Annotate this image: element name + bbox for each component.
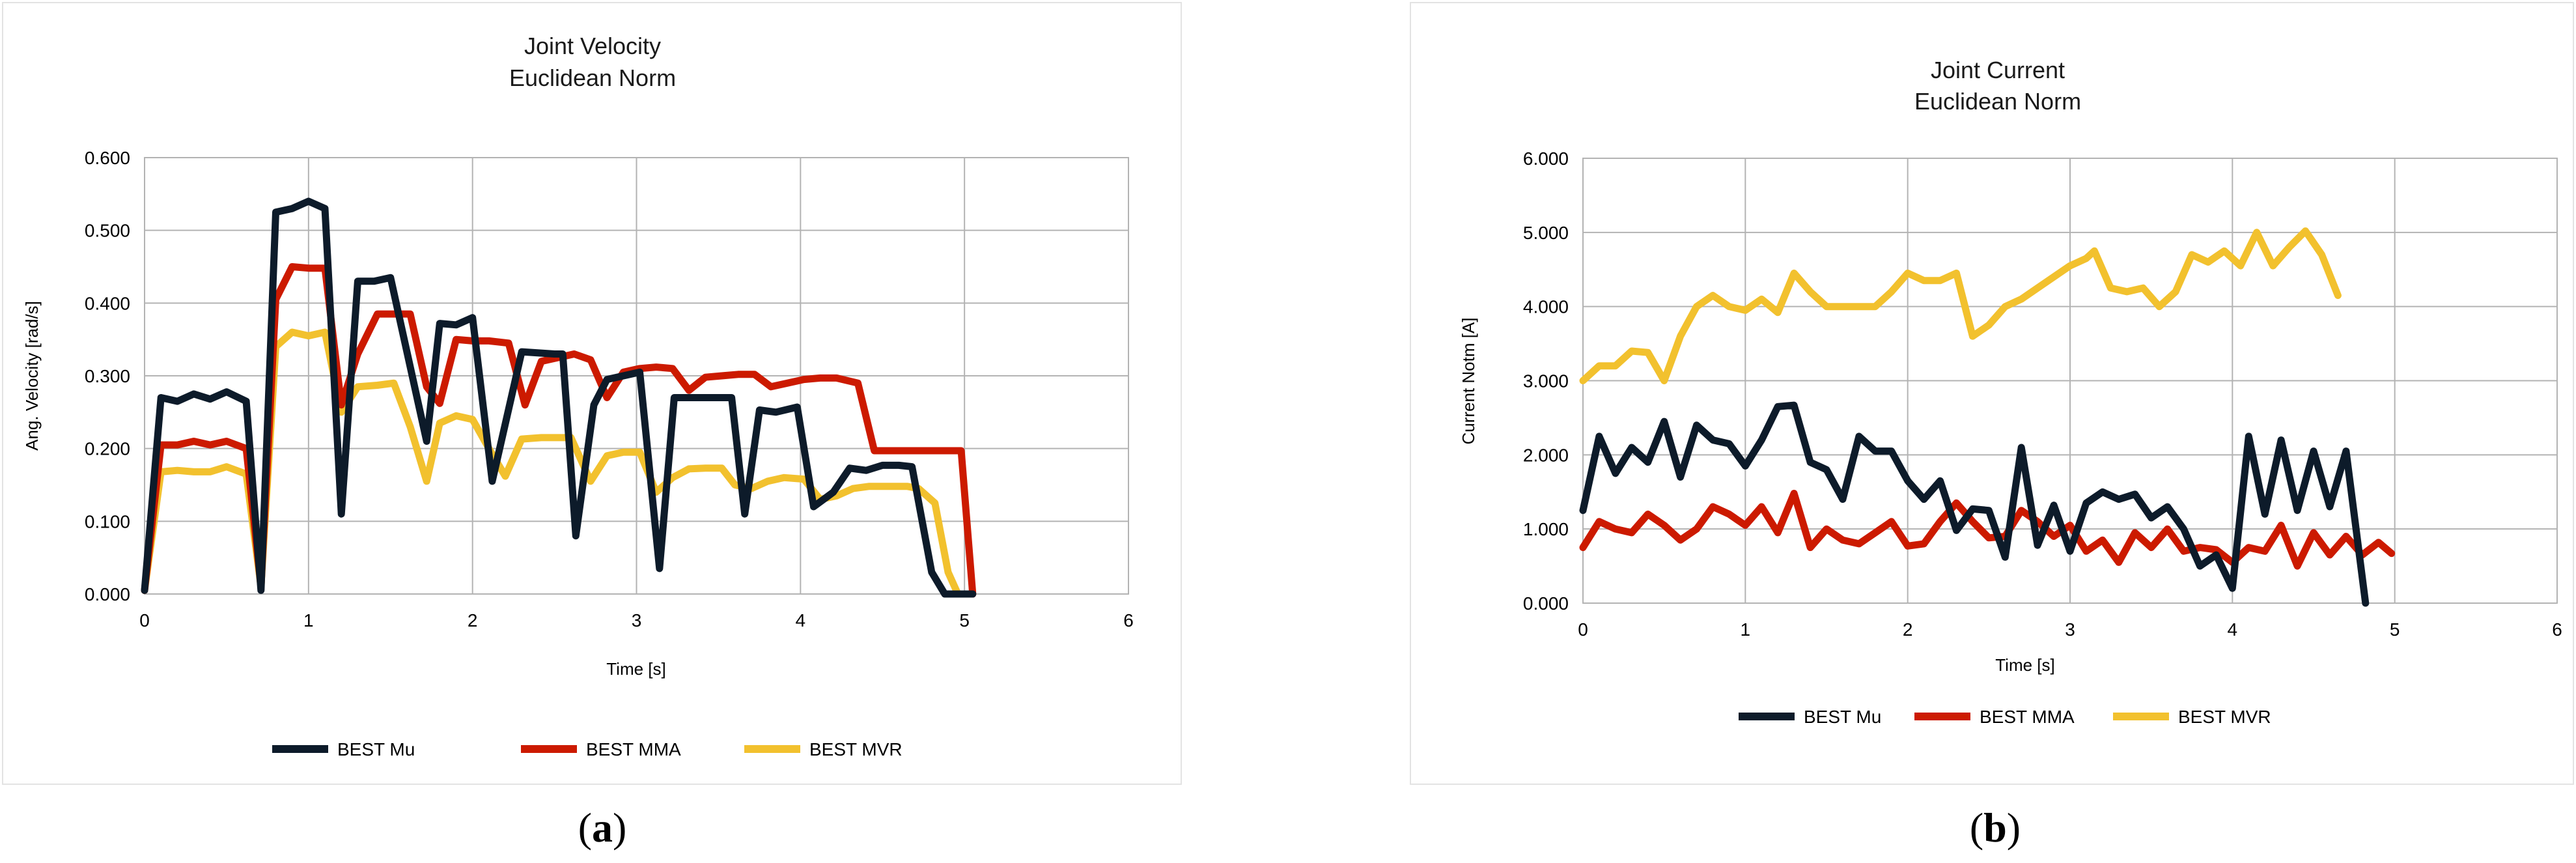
legend-label: BEST MMA (586, 739, 681, 759)
y-tick-label: 4.000 (1523, 297, 1569, 317)
chart-subtitle: Euclidean Norm (1914, 88, 2081, 115)
y-tick-label: 0.200 (85, 439, 130, 459)
x-axis-label: Time [s] (606, 659, 665, 679)
y-tick-label: 0.000 (85, 584, 130, 604)
panel-joint-velocity: Joint Velocity Euclidean Norm 0.000 0.100… (2, 2, 1182, 851)
chart-title: Joint Velocity (524, 33, 661, 59)
y-tick-label: 5.000 (1523, 223, 1569, 243)
legend-label: BEST MVR (809, 739, 903, 759)
y-tick-label: 0.500 (85, 221, 130, 241)
chart-subtitle: Euclidean Norm (509, 64, 676, 91)
y-tick-label: 0.000 (1523, 593, 1569, 614)
x-tick-labels: 0 1 2 3 4 5 6 (139, 610, 1134, 630)
y-tick-label: 0.300 (85, 366, 130, 386)
x-tick-label: 5 (959, 610, 970, 630)
series-line (1579, 401, 2370, 607)
legend-label: BEST Mu (1804, 707, 1881, 727)
x-tick-label: 4 (2228, 619, 2238, 640)
x-tick-label: 6 (1123, 610, 1134, 630)
caption-letter: a (592, 804, 613, 851)
x-tick-label: 0 (139, 610, 150, 630)
x-tick-labels: 0 1 2 3 4 5 6 (1578, 619, 2562, 640)
x-tick-label: 3 (632, 610, 642, 630)
x-tick-label: 0 (1578, 619, 1588, 640)
caption-letter: b (1983, 804, 2007, 851)
y-tick-labels: 0.000 0.100 0.200 0.300 0.400 0.500 0.600 (85, 148, 130, 604)
gridlines (144, 157, 1129, 595)
panel-caption: (b) (1970, 804, 2021, 851)
legend-label: BEST MMA (1980, 707, 2075, 727)
legend: BEST Mu BEST MMA BEST MVR (272, 739, 903, 759)
y-tick-label: 2.000 (1523, 445, 1569, 465)
series-line (1579, 227, 2342, 384)
series-line (1579, 490, 2396, 570)
series-group (1579, 227, 2396, 607)
y-tick-label: 0.400 (85, 293, 130, 313)
x-tick-label: 1 (1741, 619, 1751, 640)
legend-label: BEST Mu (337, 739, 415, 759)
x-tick-label: 1 (303, 610, 314, 630)
x-tick-label: 3 (2065, 619, 2075, 640)
series-line (141, 197, 977, 598)
panel-caption: (a) (578, 804, 627, 851)
y-tick-label: 1.000 (1523, 519, 1569, 539)
series-group (141, 197, 977, 598)
legend-label: BEST MVR (2178, 707, 2271, 727)
y-tick-label: 6.000 (1523, 149, 1569, 169)
x-tick-label: 5 (2390, 619, 2400, 640)
y-axis-label: Ang. Velocity [rad/s] (22, 301, 42, 451)
y-axis-label: Current Notm [A] (1459, 317, 1478, 444)
x-tick-label: 6 (2552, 619, 2562, 640)
x-tick-label: 4 (796, 610, 806, 630)
x-tick-label: 2 (1903, 619, 1913, 640)
chart-title: Joint Current (1931, 57, 2065, 83)
y-tick-label: 0.100 (85, 511, 130, 531)
y-tick-labels: 0.000 1.000 2.000 3.000 4.000 5.000 6.000 (1523, 149, 1569, 614)
legend: BEST Mu BEST MMA BEST MVR (1739, 707, 2271, 727)
x-axis-label: Time [s] (1995, 655, 2054, 675)
x-tick-label: 2 (468, 610, 478, 630)
y-tick-label: 0.600 (85, 148, 130, 168)
panel-joint-current: Joint Current Euclidean Norm 0.000 1.000 2… (1410, 2, 2574, 851)
y-tick-label: 3.000 (1523, 371, 1569, 391)
